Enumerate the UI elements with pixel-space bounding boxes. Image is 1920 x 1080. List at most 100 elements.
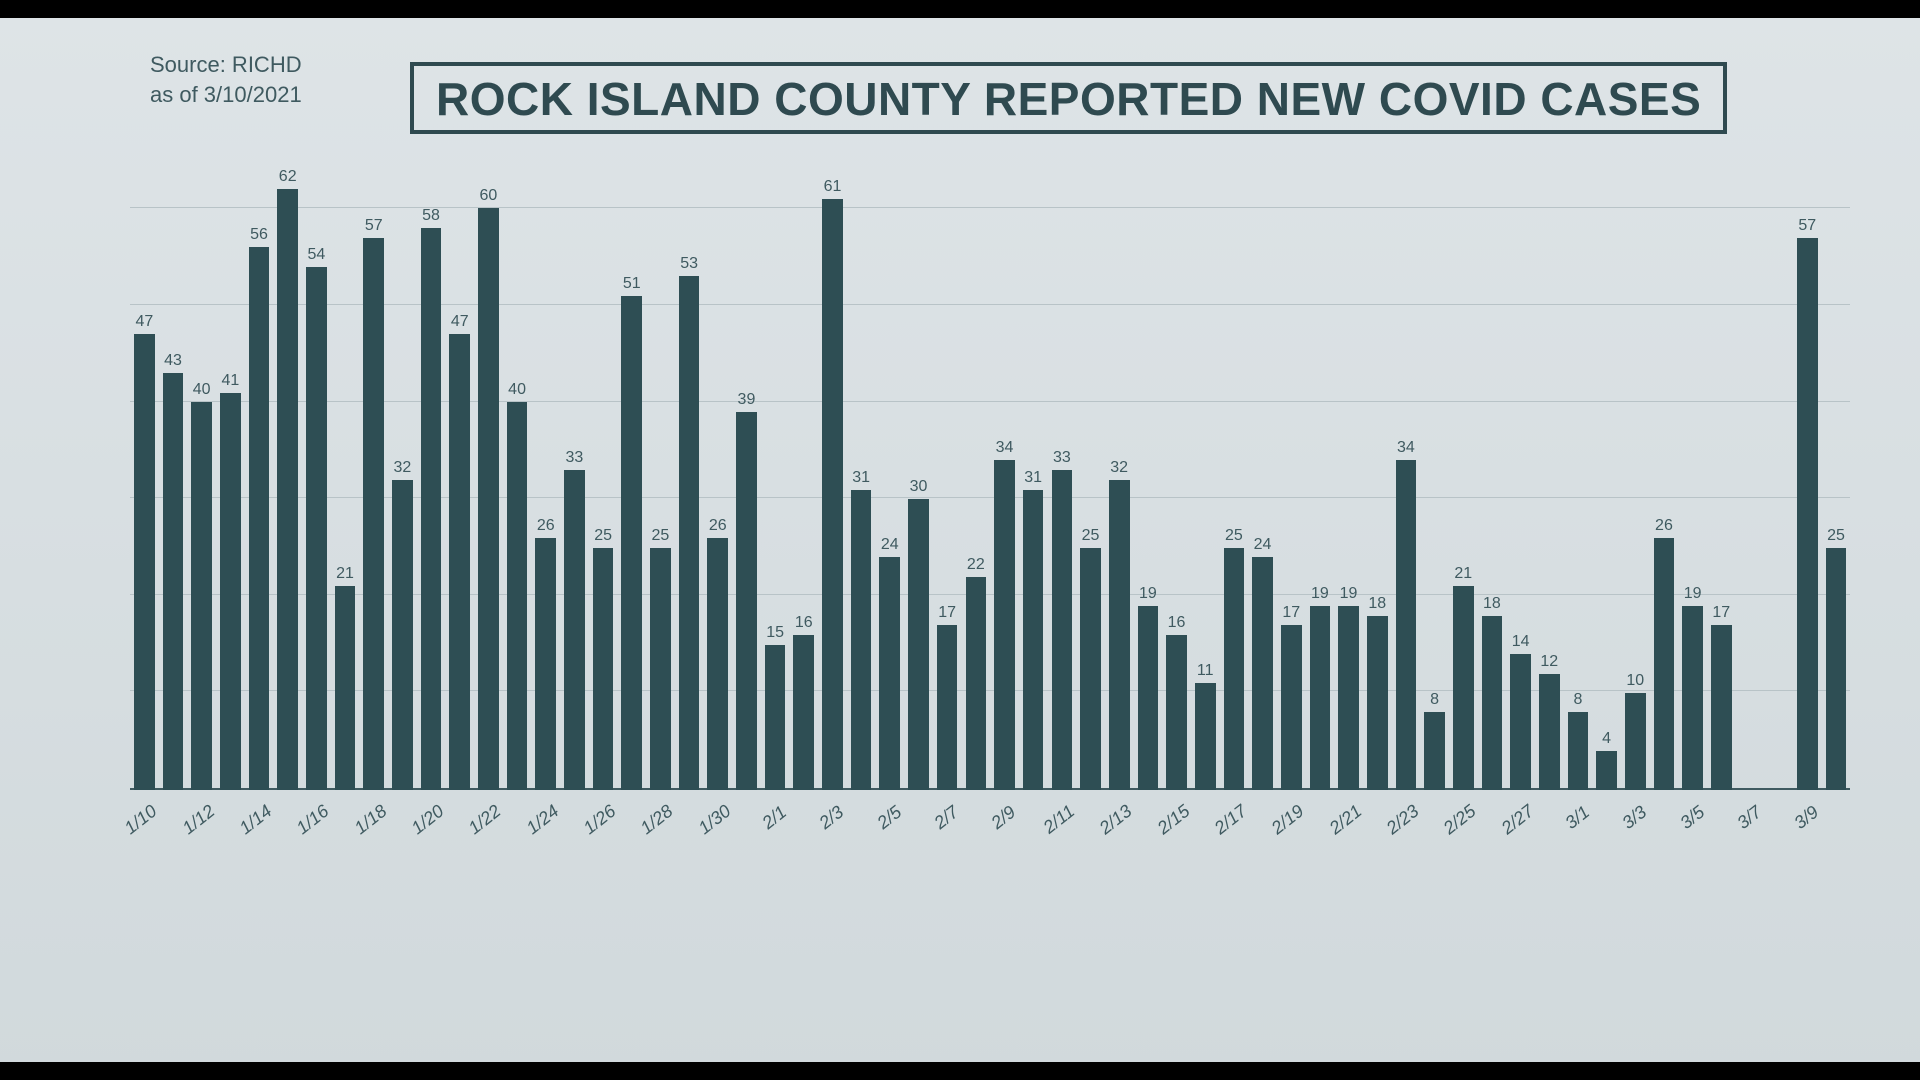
x-label-slot: 2/3 [818,796,847,856]
bar [1625,693,1646,790]
bar-value-label: 57 [365,217,383,235]
bar [966,577,987,790]
bar-value-label: 15 [766,624,784,642]
bar-value-label: 58 [422,207,440,225]
bar-slot: 40 [503,160,532,790]
bar-slot: 18 [1363,160,1392,790]
bar [1224,548,1245,790]
bar-slot: 32 [388,160,417,790]
bar-slot: 4 [1592,160,1621,790]
x-label-slot: 2/7 [933,796,962,856]
bar-slot: 57 [359,160,388,790]
bar-value-label: 10 [1626,672,1644,690]
bar-slot: 56 [245,160,274,790]
bar-slot: 25 [1822,160,1851,790]
x-label-slot [904,796,933,856]
x-label-slot [1822,796,1851,856]
x-label-slot: 3/1 [1564,796,1593,856]
bar-value-label: 16 [1168,614,1186,632]
x-label-slot: 1/18 [359,796,388,856]
bar-value-label: 39 [738,391,756,409]
bar-value-label: 33 [566,449,584,467]
bar-slot: 47 [130,160,159,790]
source-line-1: Source: RICHD [150,50,302,80]
bar [1453,586,1474,790]
x-label-slot [1535,796,1564,856]
bar-value-label: 25 [1225,527,1243,545]
bar-slot: 40 [187,160,216,790]
x-label-slot: 1/26 [589,796,618,856]
bar-slot: 57 [1793,160,1822,790]
x-axis-label: 2/3 [816,802,849,834]
bar-slot: 14 [1506,160,1535,790]
bar-value-label: 21 [336,565,354,583]
bar-value-label: 24 [881,536,899,554]
bar [593,548,614,790]
bar-slot: 22 [961,160,990,790]
bar-value-label: 47 [451,313,469,331]
bar-slot: 30 [904,160,933,790]
chart-title-box: ROCK ISLAND COUNTY REPORTED NEW COVID CA… [410,62,1727,134]
x-label-slot: 1/12 [187,796,216,856]
bar [1367,616,1388,790]
bar-slot: 16 [1162,160,1191,790]
bar [249,247,270,790]
x-axis-label: 3/3 [1618,802,1651,834]
bar-value-label: 31 [852,469,870,487]
bar-value-label: 19 [1340,585,1358,603]
bar-value-label: 32 [1110,459,1128,477]
letterbox-top [0,0,1920,18]
x-label-slot: 1/24 [531,796,560,856]
bar-value-label: 16 [795,614,813,632]
bar [1195,683,1216,790]
bar-value-label: 47 [135,313,153,331]
bar-value-label: 19 [1684,585,1702,603]
bar-slot: 19 [1678,160,1707,790]
bar-value-label: 34 [996,439,1014,457]
bar [1052,470,1073,790]
bar [879,557,900,790]
bar-slot: 25 [646,160,675,790]
bar-slot: 47 [445,160,474,790]
bar-value-label: 61 [824,178,842,196]
bar-slot: 34 [990,160,1019,790]
bar [650,548,671,790]
bar [1482,616,1503,790]
chart-x-axis: 1/101/121/141/161/181/201/221/241/261/28… [130,796,1850,856]
bar-slot: 53 [675,160,704,790]
x-label-slot [1650,796,1679,856]
bar-slot: 60 [474,160,503,790]
bar-value-label: 14 [1512,633,1530,651]
bar-value-label: 11 [1197,662,1214,680]
bar-slot [1736,160,1765,790]
bar-value-label: 18 [1368,595,1386,613]
x-label-slot: 2/17 [1220,796,1249,856]
bar-value-label: 22 [967,556,985,574]
bar-value-label: 25 [1827,527,1845,545]
bar [1138,606,1159,790]
bar [765,645,786,790]
x-label-slot: 1/14 [245,796,274,856]
bar-slot: 17 [1277,160,1306,790]
x-label-slot [847,796,876,856]
x-label-slot: 2/5 [875,796,904,856]
x-axis-label: 3/1 [1561,802,1594,834]
bar-slot: 8 [1420,160,1449,790]
bar [1654,538,1675,790]
chart-bars: 4743404156625421573258476040263325512553… [130,160,1850,790]
bar [1109,480,1130,790]
bar-slot: 17 [1707,160,1736,790]
bar-value-label: 41 [221,372,239,390]
bar-slot: 43 [159,160,188,790]
bar [707,538,728,790]
x-label-slot [961,796,990,856]
bar-value-label: 8 [1573,691,1582,709]
bar-chart: 4743404156625421573258476040263325512553… [130,160,1850,860]
bar-slot: 10 [1621,160,1650,790]
bar [507,402,528,790]
x-label-slot [732,796,761,856]
bar-slot: 15 [761,160,790,790]
bar [1252,557,1273,790]
bar-value-label: 21 [1454,565,1472,583]
bar-slot: 11 [1191,160,1220,790]
